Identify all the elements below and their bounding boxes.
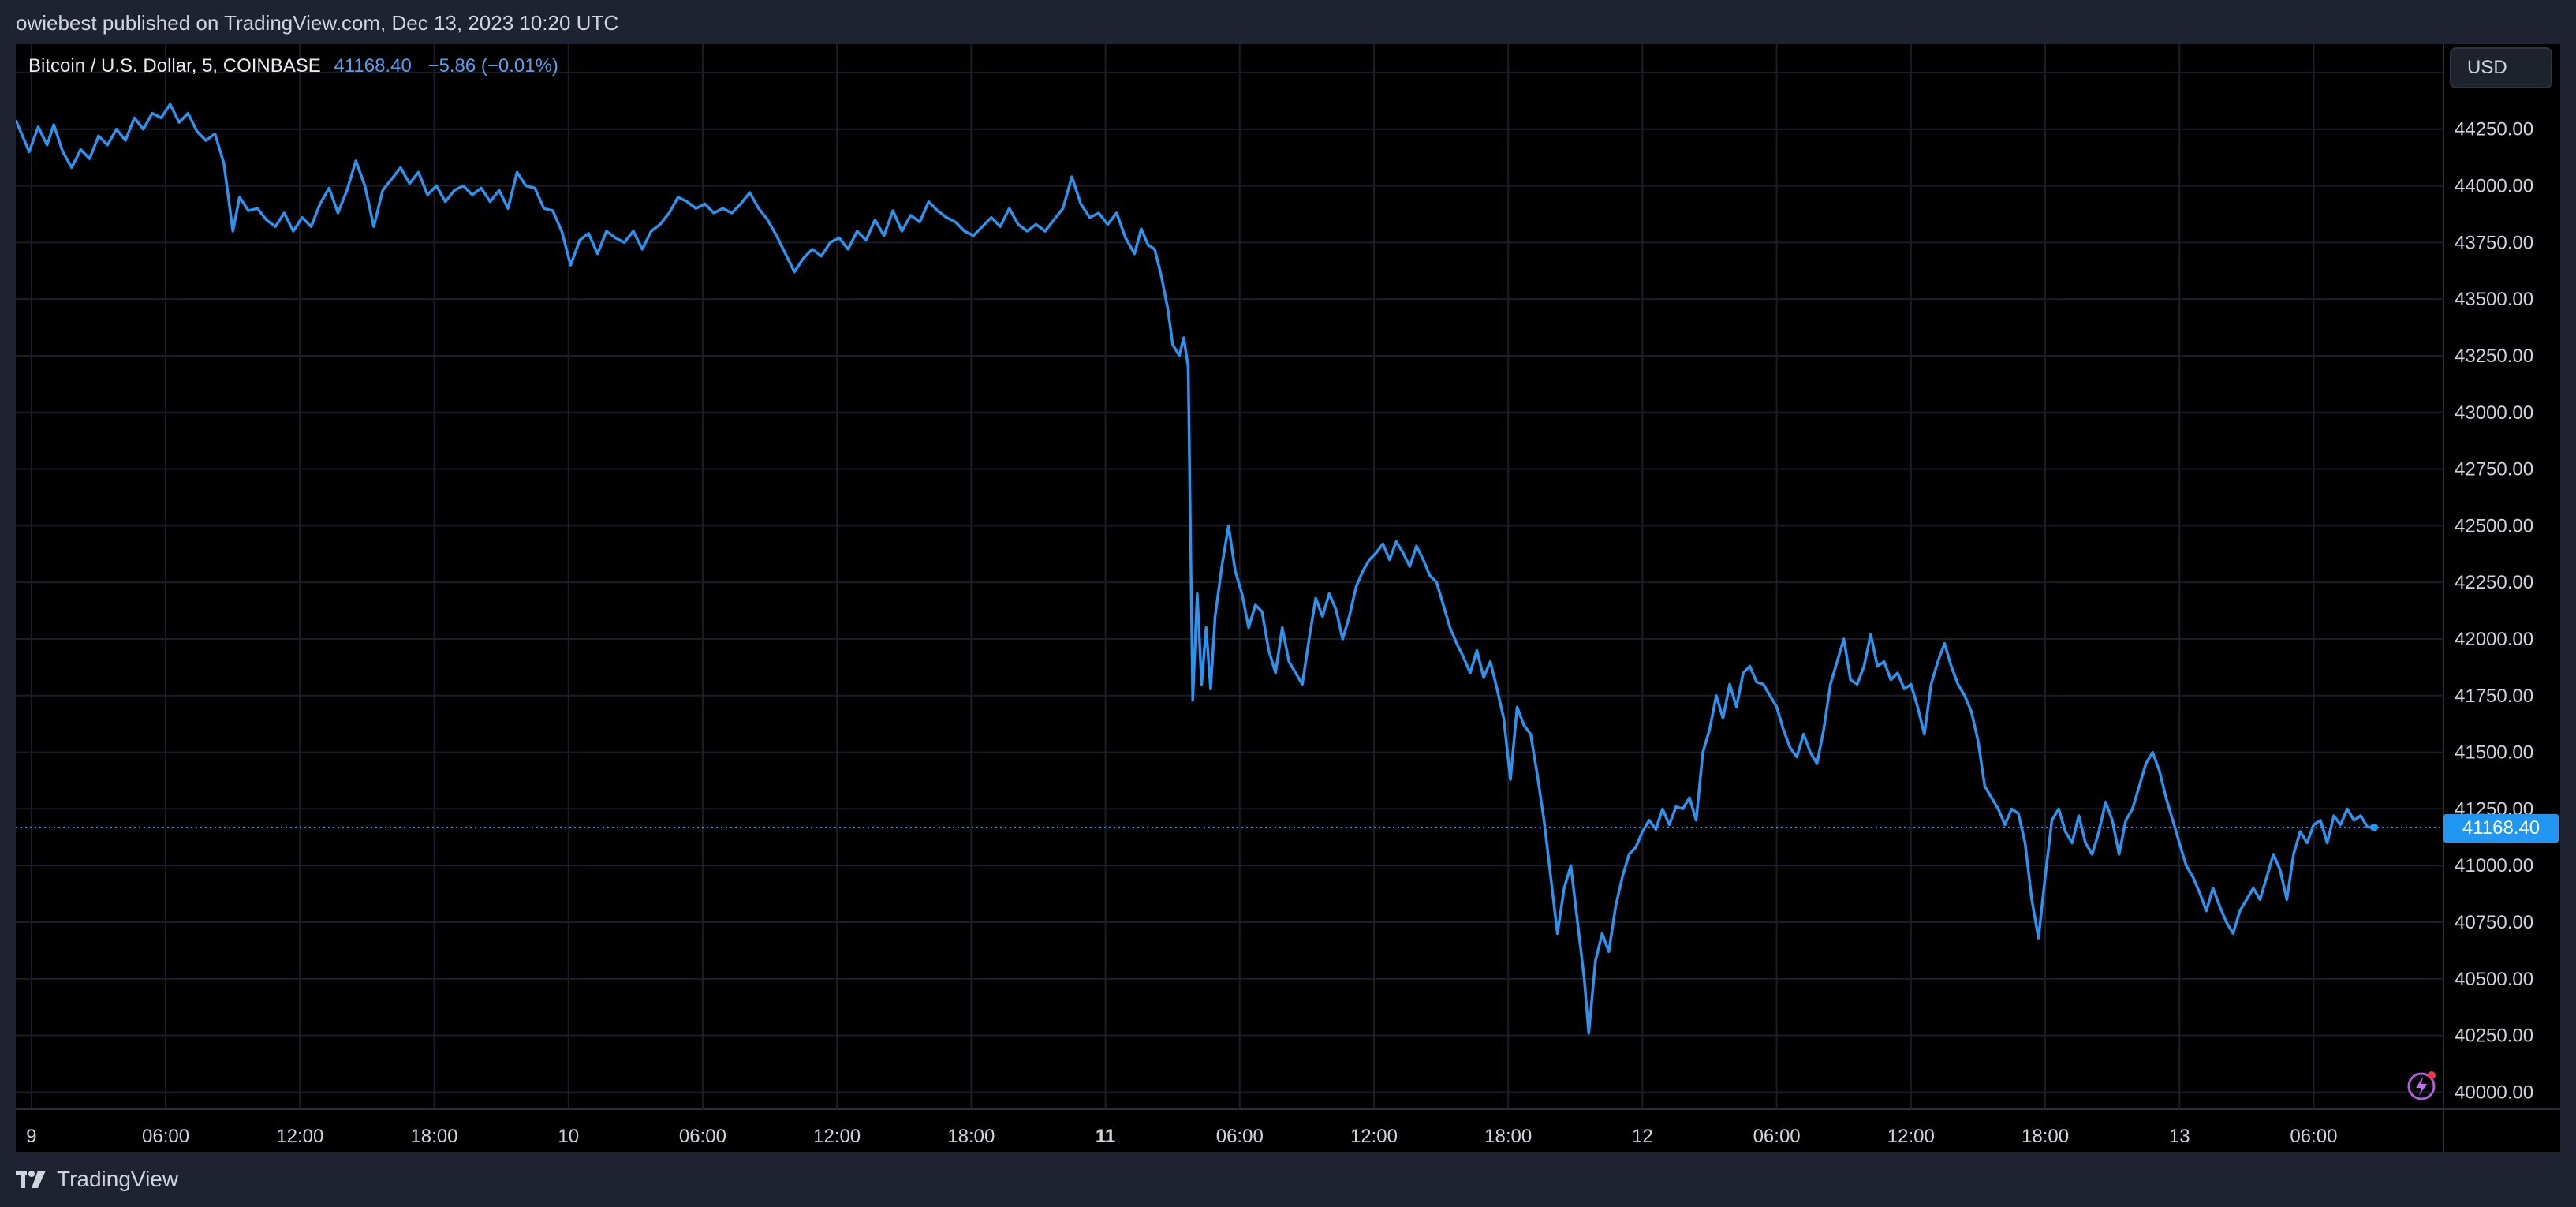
tradingview-logo-icon: [16, 1171, 46, 1188]
x-tick-label: 18:00: [410, 1126, 457, 1147]
chart-panel[interactable]: 40000.00 40250.00 40500.00 40750.00 41000.00…: [16, 44, 2560, 1152]
price-chart[interactable]: 40000.00 40250.00 40500.00 40750.00 41000.00…: [16, 44, 2560, 1152]
y-tick-label: 44250.00: [2455, 119, 2533, 140]
y-tick-label: 44000.00: [2455, 176, 2533, 197]
x-tick-label: 9: [26, 1126, 36, 1147]
last-price-dotted-line: [16, 823, 2443, 831]
y-tick-label: 43250.00: [2455, 346, 2533, 367]
x-tick-label: 06:00: [1216, 1126, 1264, 1147]
currency-button[interactable]: USD: [2450, 47, 2552, 88]
x-tick-label: 12:00: [813, 1126, 861, 1147]
tradingview-brand[interactable]: TradingView: [16, 1167, 179, 1191]
price-series-line: [16, 103, 2375, 1035]
x-tick-label: 18:00: [2022, 1126, 2069, 1147]
symbol-legend[interactable]: Bitcoin / U.S. Dollar, 5, COINBASE 41168…: [28, 55, 558, 77]
y-tick-label: 41000.00: [2455, 855, 2533, 876]
top-bar: owiebest published on TradingView.com, D…: [0, 0, 2576, 44]
flash-icon[interactable]: [2406, 1070, 2437, 1101]
x-tick-label: 06:00: [2290, 1126, 2337, 1147]
x-tick-label: 12:00: [276, 1126, 323, 1147]
x-tick-label: 06:00: [1753, 1126, 1801, 1147]
y-tick-label: 42750.00: [2455, 459, 2533, 480]
y-tick-label: 42000.00: [2455, 629, 2533, 650]
x-axis: 9 06:00 12:00 18:00 10 06:00 12:00 18:00 11 06:00…: [26, 1126, 2337, 1147]
footer-bar: TradingView: [0, 1152, 2576, 1207]
x-tick-label: 13: [2169, 1126, 2190, 1147]
last-price-tag: 41168.40: [2443, 814, 2559, 843]
chart-grid: [16, 44, 2560, 1152]
x-tick-label: 12: [1632, 1126, 1653, 1147]
publish-info: owiebest published on TradingView.com, D…: [16, 11, 619, 35]
last-value: 41168.40: [334, 55, 412, 77]
y-axis: 40000.00 40250.00 40500.00 40750.00 41000.00…: [2455, 62, 2533, 1104]
symbol-name: Bitcoin / U.S. Dollar, 5, COINBASE: [28, 55, 321, 77]
y-tick-label: 41500.00: [2455, 742, 2533, 764]
x-tick-label: 18:00: [947, 1126, 995, 1147]
y-tick-label: 42250.00: [2455, 572, 2533, 593]
y-tick-label: 40250.00: [2455, 1026, 2533, 1047]
x-tick-label: 18:00: [1484, 1126, 1532, 1147]
y-tick-label: 43000.00: [2455, 402, 2533, 424]
x-tick-label: 12:00: [1887, 1126, 1935, 1147]
x-tick-label: 11: [1096, 1126, 1115, 1147]
brand-label: TradingView: [57, 1167, 179, 1191]
x-tick-label: 10: [558, 1126, 579, 1147]
y-tick-label: 42500.00: [2455, 515, 2533, 536]
price-change: −5.86 (−0.01%): [427, 55, 558, 77]
last-price-dot: [2370, 823, 2379, 831]
x-tick-label: 06:00: [679, 1126, 726, 1147]
y-tick-label: 40750.00: [2455, 912, 2533, 933]
y-tick-label: 40500.00: [2455, 969, 2533, 990]
x-tick-label: 12:00: [1350, 1126, 1398, 1147]
x-tick-label: 06:00: [142, 1126, 189, 1147]
y-tick-label: 40000.00: [2455, 1082, 2533, 1103]
y-tick-label: 43500.00: [2455, 289, 2533, 310]
y-tick-label: 43750.00: [2455, 232, 2533, 253]
y-tick-label: 41750.00: [2455, 686, 2533, 707]
price-line-layer: [16, 103, 2375, 1035]
